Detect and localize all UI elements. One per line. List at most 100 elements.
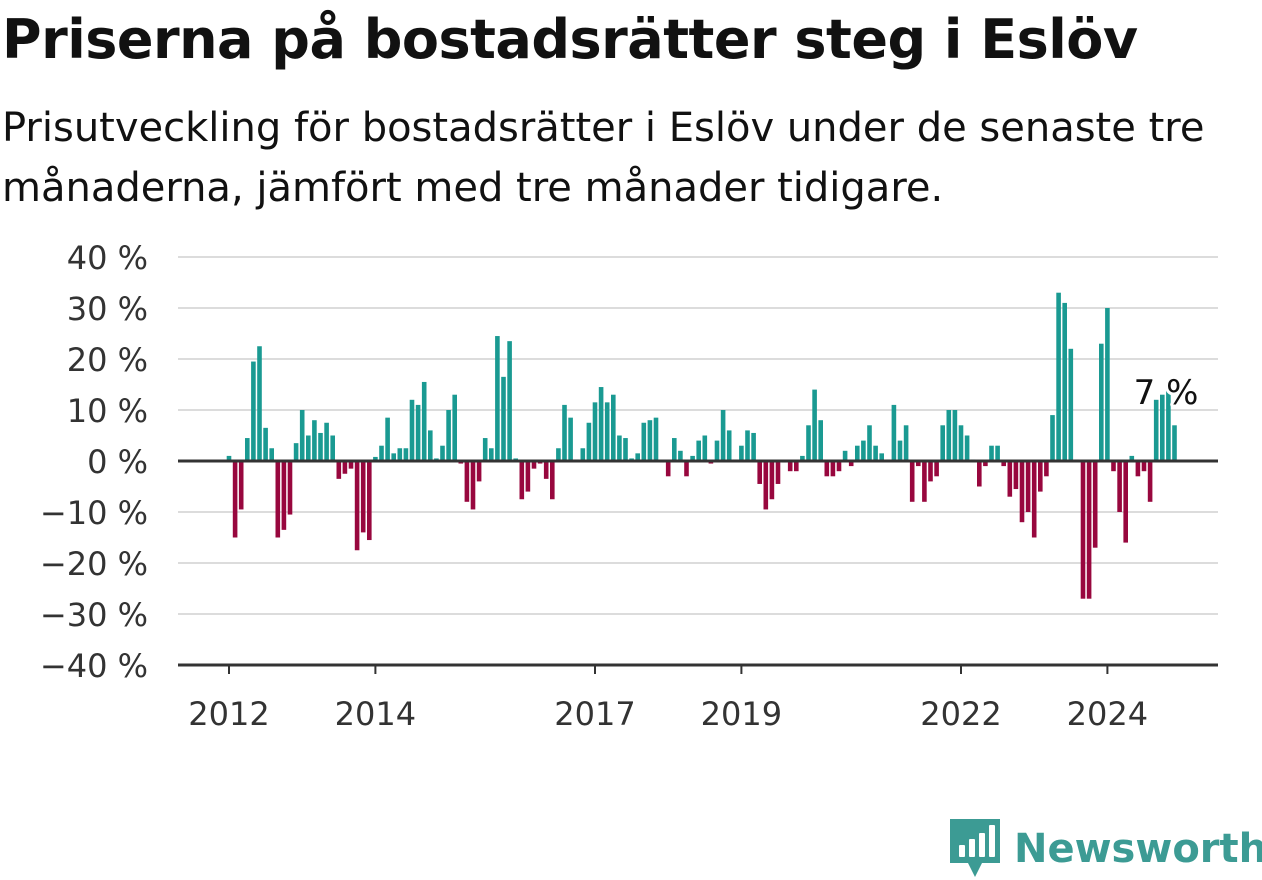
brand-name: Newsworthy	[1014, 826, 1262, 872]
bar	[385, 417, 390, 461]
bar	[556, 448, 561, 461]
bar	[672, 438, 677, 461]
bar	[281, 461, 287, 530]
bar	[1007, 461, 1013, 497]
bar	[989, 445, 994, 461]
bar	[1153, 399, 1159, 461]
bar	[495, 336, 500, 461]
bar	[226, 455, 232, 461]
bar	[287, 461, 293, 515]
bar	[421, 381, 427, 461]
bar	[232, 461, 238, 538]
bar	[507, 341, 512, 461]
bar	[391, 453, 396, 461]
bar	[403, 448, 409, 461]
bar	[775, 461, 781, 484]
bar	[312, 420, 317, 461]
bar	[562, 404, 567, 461]
bar	[995, 445, 1000, 461]
bar	[891, 404, 897, 461]
bar	[812, 389, 817, 461]
bar	[1056, 292, 1061, 461]
bar	[702, 435, 708, 461]
gridlines	[178, 256, 1218, 615]
bar	[690, 455, 695, 461]
bar	[1166, 387, 1171, 461]
bar	[818, 420, 823, 461]
bar	[1062, 302, 1067, 461]
bar	[977, 461, 982, 487]
x-tick-label: 2014	[335, 695, 416, 733]
y-tick-label: 30 %	[67, 290, 148, 328]
bar	[806, 425, 811, 461]
bar	[696, 440, 701, 461]
bar	[1050, 415, 1055, 461]
bar	[598, 387, 604, 461]
bar	[611, 394, 616, 461]
bar	[678, 450, 683, 461]
bar	[1172, 425, 1177, 461]
bar	[586, 422, 592, 461]
y-tick-label: −40 %	[40, 647, 148, 685]
bar	[830, 461, 836, 477]
bar	[946, 410, 952, 461]
bar	[1099, 343, 1104, 461]
y-tick-label: −30 %	[40, 596, 148, 634]
bar	[665, 461, 671, 477]
bar	[1001, 461, 1006, 467]
bar	[1019, 461, 1025, 523]
bar	[470, 461, 476, 510]
bar	[617, 435, 622, 461]
bar	[739, 445, 744, 461]
bar-chart-logo-icon	[950, 819, 1000, 877]
bar	[1092, 461, 1098, 548]
bar	[1031, 461, 1037, 538]
bar	[299, 410, 305, 461]
bar	[476, 461, 482, 482]
bar	[958, 425, 964, 461]
bar	[1038, 461, 1043, 492]
bar	[928, 461, 933, 482]
bar	[879, 453, 884, 461]
bar	[1044, 461, 1049, 477]
bar	[757, 461, 762, 484]
bar	[763, 461, 769, 510]
y-tick-label: 40 %	[67, 239, 148, 277]
bar	[245, 438, 250, 461]
bar	[543, 461, 549, 479]
bar	[1013, 461, 1019, 490]
bar	[367, 461, 372, 541]
bar	[348, 461, 354, 469]
bar	[519, 461, 525, 500]
bar	[623, 438, 628, 461]
bar	[934, 461, 939, 477]
bar	[1123, 461, 1128, 543]
bar	[836, 461, 842, 472]
bar	[794, 461, 799, 472]
x-tick-label: 2019	[701, 695, 782, 733]
bar	[263, 427, 268, 461]
bar	[1147, 461, 1153, 502]
chart-subtitle: Prisutveckling för bostadsrätter i Eslöv…	[2, 105, 1205, 211]
bar	[568, 417, 573, 461]
bar	[604, 402, 610, 461]
bar	[1141, 461, 1147, 472]
bar	[336, 461, 342, 479]
bar	[903, 425, 909, 461]
bar	[482, 438, 488, 461]
bar	[842, 450, 848, 461]
bar	[446, 410, 451, 461]
bar	[855, 445, 860, 461]
bar	[641, 422, 647, 461]
x-tick-label: 2012	[188, 695, 269, 733]
bar	[909, 461, 915, 502]
x-tick-label: 2017	[554, 695, 635, 733]
x-axis-tick-labels: 2012 2014 2017 2019 2022 2024	[188, 665, 1148, 733]
y-tick-label: −20 %	[40, 545, 148, 583]
bar	[897, 440, 903, 461]
bar	[800, 455, 805, 461]
bar	[531, 461, 537, 469]
bar	[1080, 461, 1086, 599]
last-value-annotation: 7 %	[1134, 373, 1199, 413]
bar	[251, 361, 256, 461]
